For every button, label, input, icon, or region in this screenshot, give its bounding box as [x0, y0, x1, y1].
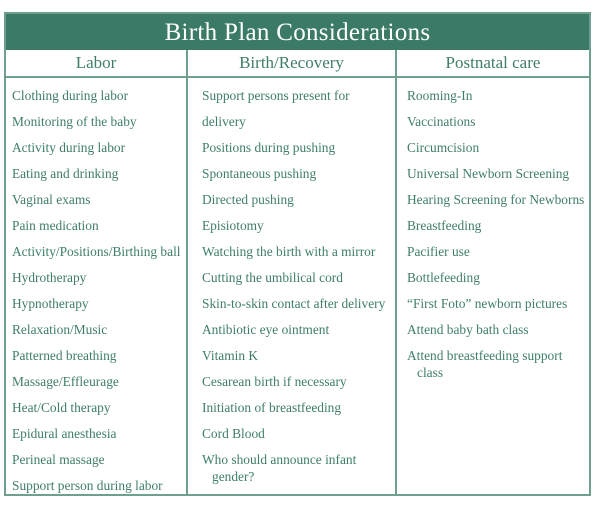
list-item: Activity during labor — [12, 140, 126, 155]
table-title: Birth Plan Considerations — [6, 14, 589, 50]
list-item: Hypnotherapy — [12, 296, 89, 311]
item-list: Support persons present for delivery Posi… — [188, 78, 395, 490]
list-item: Eating and drinking — [12, 166, 119, 181]
list-item: Spontaneous pushing — [202, 166, 317, 181]
list-item: Activity/Positions/Birthing ball — [12, 244, 181, 259]
list-item: Clothing during labor — [12, 88, 129, 103]
column-postnatal-care: Postnatal care Rooming-In Vaccinations Circ… — [397, 50, 589, 496]
list-item: Breastfeeding — [407, 218, 482, 233]
list-item: Epidural anesthesia — [12, 426, 117, 441]
column-heading: Labor — [6, 50, 186, 78]
list-item: Circumcision — [407, 140, 480, 155]
list-item: Episiotomy — [202, 218, 264, 233]
list-item: Skin-to-skin contact after delivery — [202, 296, 386, 311]
column-heading: Postnatal care — [397, 50, 589, 78]
list-item: Heat/Cold therapy — [12, 400, 111, 415]
list-item: Attend baby bath class — [407, 322, 529, 337]
list-item: Support person during labor — [12, 478, 163, 493]
list-item: Vitamin K — [202, 348, 259, 363]
list-item: Rooming-In — [407, 88, 473, 103]
list-item: Vaginal exams — [12, 192, 91, 207]
list-item: Monitoring of the baby — [12, 114, 137, 129]
list-item: Cutting the umbilical cord — [202, 270, 343, 285]
birth-plan-table: Birth Plan Considerations Labor Clothing … — [4, 12, 591, 496]
list-item: Initiation of breastfeeding — [202, 400, 342, 415]
list-item: Who should announce infant gender? — [202, 452, 357, 484]
list-item: Directed pushing — [202, 192, 294, 207]
list-item: Vaccinations — [407, 114, 476, 129]
item-list: Rooming-In Vaccinations Circumcision Univer… — [397, 78, 589, 386]
list-item: Cord Blood — [202, 426, 265, 441]
list-item: Universal Newborn Screening — [407, 166, 570, 181]
list-item: Perineal massage — [12, 452, 105, 467]
item-list: Clothing during labor Monitoring of the b… — [6, 78, 186, 499]
list-item: Positions during pushing — [202, 140, 336, 155]
list-item: “First Foto” newborn pictures — [407, 296, 568, 311]
list-item: Antibiotic eye ointment — [202, 322, 330, 337]
list-item: Patterned breathing — [12, 348, 117, 363]
list-item: Hydrotherapy — [12, 270, 87, 285]
list-item: Bottlefeeding — [407, 270, 480, 285]
list-item: Pain medication — [12, 218, 99, 233]
list-item: Cesarean birth if necessary — [202, 374, 347, 389]
column-labor: Labor Clothing during labor Monitoring of … — [6, 50, 188, 496]
list-item: Attend breastfeeding support class — [407, 348, 563, 380]
list-item: Massage/Effleurage — [12, 374, 119, 389]
list-item: Relaxation/Music — [12, 322, 108, 337]
column-heading: Birth/Recovery — [188, 50, 395, 78]
column-birth-recovery: Birth/Recovery Support persons present fo… — [188, 50, 397, 496]
list-item: Watching the birth with a mirror — [202, 244, 376, 259]
list-item: Pacifier use — [407, 244, 470, 259]
list-item: Hearing Screening for Newborns — [407, 192, 585, 207]
list-item: Support persons present for delivery — [202, 88, 350, 129]
